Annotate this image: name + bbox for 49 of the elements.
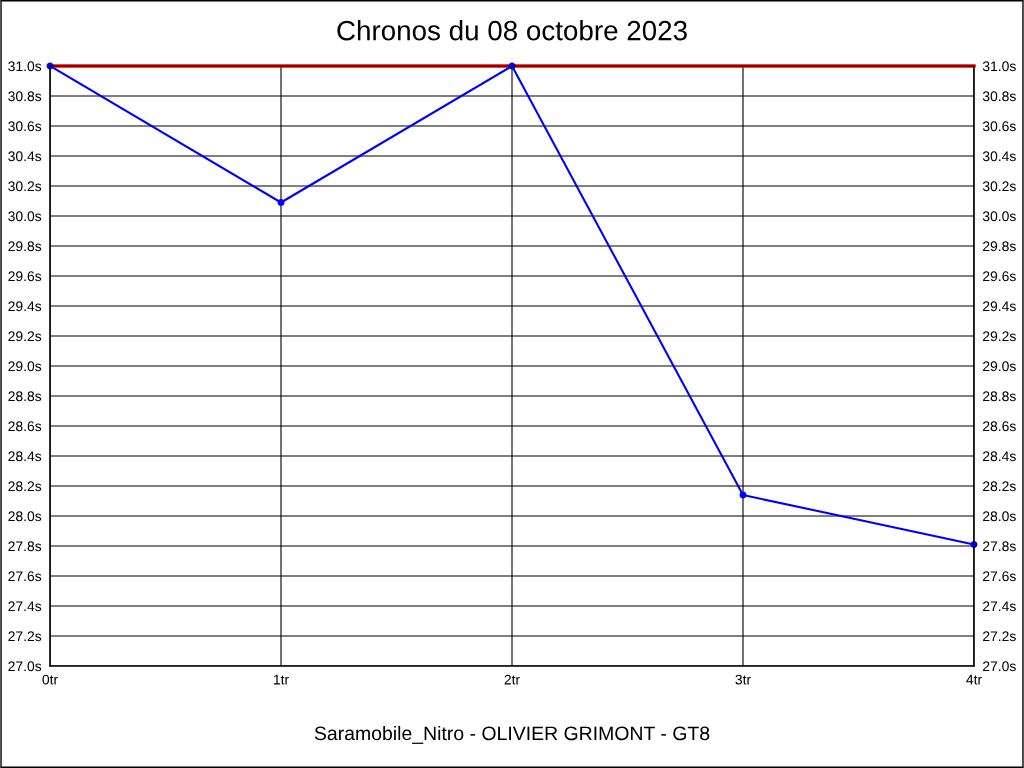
y-tick-label: 30.8s <box>8 91 42 102</box>
y-tick-label: 29.2s <box>8 331 42 342</box>
y2-tick-label: 28.0s <box>983 511 1016 522</box>
y-tick-label: 27.2s <box>8 631 42 642</box>
x-axis-title: Saramobile_Nitro - OLIVIER GRIMONT - GT8 <box>314 725 710 744</box>
y2-tick-label: 29.4s <box>983 301 1016 312</box>
y-tick-label: 27.8s <box>8 541 42 552</box>
y2-tick-label: 27.2s <box>983 631 1016 642</box>
y2-tick-label: 30.2s <box>982 181 1016 192</box>
y2-tick-label: 31.0s <box>982 61 1016 72</box>
y2-tick-label: 30.4s <box>982 151 1016 162</box>
chart-title: Chronos du 08 octobre 2023 <box>337 20 687 41</box>
y-tick-label: 28.6s <box>8 421 42 432</box>
y2-tick-label: 29.8s <box>983 241 1016 252</box>
y-tick-label: 29.6s <box>8 271 42 282</box>
y2-tick-label: 28.4s <box>983 451 1016 462</box>
y2-tick-label: 30.8s <box>982 91 1016 102</box>
y2-tick-label: 28.6s <box>983 421 1016 432</box>
y2-tick-label: 28.2s <box>983 481 1016 492</box>
y-tick-label: 28.8s <box>8 391 42 402</box>
y-tick-label: 28.0s <box>8 511 42 522</box>
y2-tick-label: 27.0s <box>983 661 1016 672</box>
y-tick-label: 27.0s <box>8 661 42 672</box>
y-tick-label: 27.6s <box>8 571 42 582</box>
y-tick-label: 29.4s <box>8 301 42 312</box>
y-tick-label: 27.4s <box>8 601 42 612</box>
x-tick-label: 3tr <box>735 674 751 685</box>
y2-tick-label: 27.4s <box>983 601 1016 612</box>
y-tick-label: 30.2s <box>8 181 42 192</box>
y2-tick-label: 29.0s <box>983 361 1016 372</box>
y-tick-label: 30.0s <box>8 211 42 222</box>
y2-tick-label: 27.6s <box>983 571 1016 582</box>
y-tick-label: 30.6s <box>8 121 42 132</box>
x-tick-label: 4tr <box>966 674 982 685</box>
y-tick-label: 28.2s <box>8 481 42 492</box>
y2-tick-label: 27.8s <box>983 541 1016 552</box>
y2-tick-label: 30.0s <box>982 211 1016 222</box>
y-tick-label: 30.4s <box>8 151 42 162</box>
y2-tick-label: 29.2s <box>983 331 1016 342</box>
x-tick-label: 1tr <box>273 674 289 685</box>
y-tick-label: 31.0s <box>8 61 42 72</box>
y2-tick-label: 28.8s <box>983 391 1016 402</box>
y-tick-label: 29.8s <box>8 241 42 252</box>
y-tick-label: 29.0s <box>8 361 42 372</box>
y-tick-label: 28.4s <box>8 451 42 462</box>
y2-tick-label: 29.6s <box>983 271 1016 282</box>
x-tick-label: 2tr <box>504 674 520 685</box>
x-tick-label: 0tr <box>42 674 58 685</box>
y2-tick-label: 30.6s <box>982 121 1016 132</box>
